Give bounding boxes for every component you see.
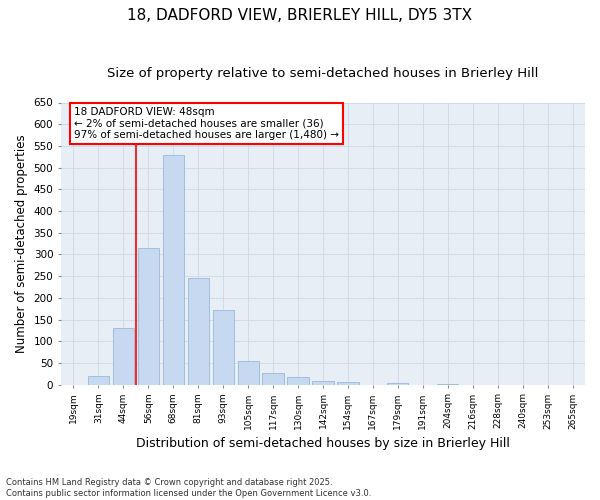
Bar xyxy=(212,310,234,384)
Text: 18, DADFORD VIEW, BRIERLEY HILL, DY5 3TX: 18, DADFORD VIEW, BRIERLEY HILL, DY5 3TX xyxy=(127,8,473,22)
Bar xyxy=(337,382,359,384)
Bar xyxy=(262,373,284,384)
Y-axis label: Number of semi-detached properties: Number of semi-detached properties xyxy=(15,134,28,353)
Bar xyxy=(188,278,209,384)
Text: 18 DADFORD VIEW: 48sqm
← 2% of semi-detached houses are smaller (36)
97% of semi: 18 DADFORD VIEW: 48sqm ← 2% of semi-deta… xyxy=(74,107,339,140)
Bar xyxy=(88,376,109,384)
X-axis label: Distribution of semi-detached houses by size in Brierley Hill: Distribution of semi-detached houses by … xyxy=(136,437,510,450)
Title: Size of property relative to semi-detached houses in Brierley Hill: Size of property relative to semi-detach… xyxy=(107,68,539,80)
Bar xyxy=(113,328,134,384)
Text: Contains HM Land Registry data © Crown copyright and database right 2025.
Contai: Contains HM Land Registry data © Crown c… xyxy=(6,478,371,498)
Bar xyxy=(313,381,334,384)
Bar xyxy=(238,361,259,384)
Bar xyxy=(287,378,308,384)
Bar xyxy=(137,248,159,384)
Bar xyxy=(163,154,184,384)
